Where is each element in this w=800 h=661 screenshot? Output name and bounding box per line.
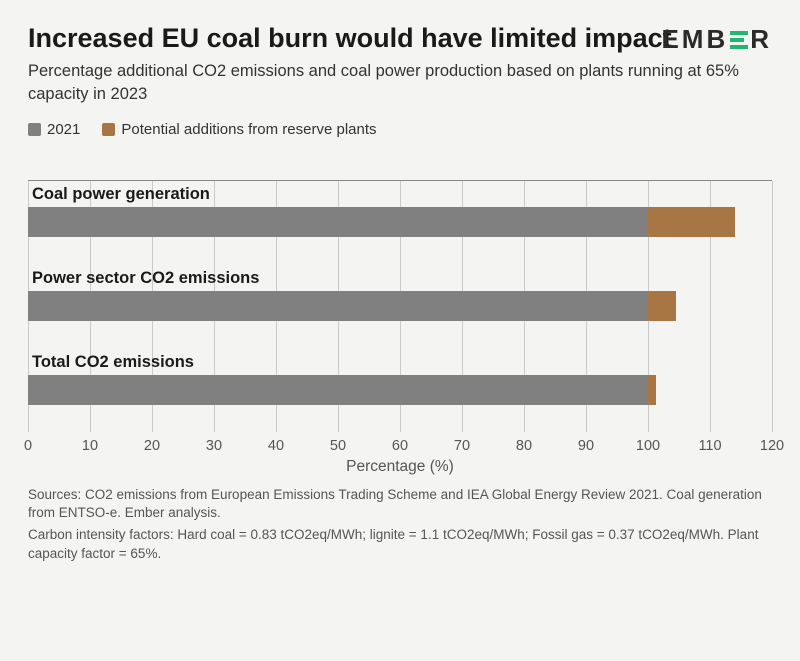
chart-card: EMB R Increased EU coal burn would have … [0, 0, 800, 661]
bar-track [28, 291, 772, 321]
x-tick-label: 20 [144, 438, 160, 454]
bar-segment [648, 375, 656, 405]
brand-text-right: R [750, 24, 772, 55]
legend-label: 2021 [47, 121, 80, 138]
brand-logo: EMB R [661, 24, 772, 55]
bar-segment [648, 291, 676, 321]
x-tick-label: 120 [760, 438, 784, 454]
x-tick-label: 40 [268, 438, 284, 454]
category-label: Coal power generation [28, 185, 772, 204]
bar-segment [28, 291, 648, 321]
x-tick-label: 110 [698, 438, 721, 454]
footnotes: Sources: CO2 emissions from European Emi… [28, 482, 772, 563]
x-tick-label: 60 [392, 438, 408, 454]
category-label: Power sector CO2 emissions [28, 269, 772, 288]
gridline [772, 181, 773, 432]
category-label: Total CO2 emissions [28, 353, 772, 372]
chart-title: Increased EU coal burn would have limite… [28, 22, 728, 54]
category-group: Total CO2 emissions [28, 353, 772, 405]
legend-label: Potential additions from reserve plants [121, 121, 376, 138]
header: EMB R Increased EU coal burn would have … [28, 22, 772, 54]
bar-track [28, 375, 772, 405]
chart-subtitle: Percentage additional CO2 emissions and … [28, 60, 772, 105]
x-tick-label: 30 [206, 438, 222, 454]
brand-bars-icon [730, 31, 748, 49]
x-tick-label: 80 [516, 438, 532, 454]
category-group: Power sector CO2 emissions [28, 269, 772, 321]
plot-area: 0102030405060708090100110120Coal power g… [28, 180, 772, 432]
bar-track [28, 207, 772, 237]
x-tick-label: 90 [578, 438, 594, 454]
x-tick-label: 10 [82, 438, 98, 454]
x-tick-label: 0 [24, 438, 32, 454]
brand-text-left: EMB [661, 24, 728, 55]
x-tick-label: 100 [636, 438, 660, 454]
legend-swatch [102, 123, 115, 136]
x-tick-label: 50 [330, 438, 346, 454]
bar-segment [28, 207, 648, 237]
footnote-line: Sources: CO2 emissions from European Emi… [28, 486, 772, 522]
bar-segment [28, 375, 648, 405]
chart: 0102030405060708090100110120Coal power g… [28, 156, 772, 476]
x-tick-label: 70 [454, 438, 470, 454]
category-group: Coal power generation [28, 185, 772, 237]
x-axis-title: Percentage (%) [28, 458, 772, 476]
footnote-line: Carbon intensity factors: Hard coal = 0.… [28, 526, 772, 562]
legend: 2021 Potential additions from reserve pla… [28, 121, 772, 138]
legend-swatch [28, 123, 41, 136]
bar-segment [648, 207, 735, 237]
